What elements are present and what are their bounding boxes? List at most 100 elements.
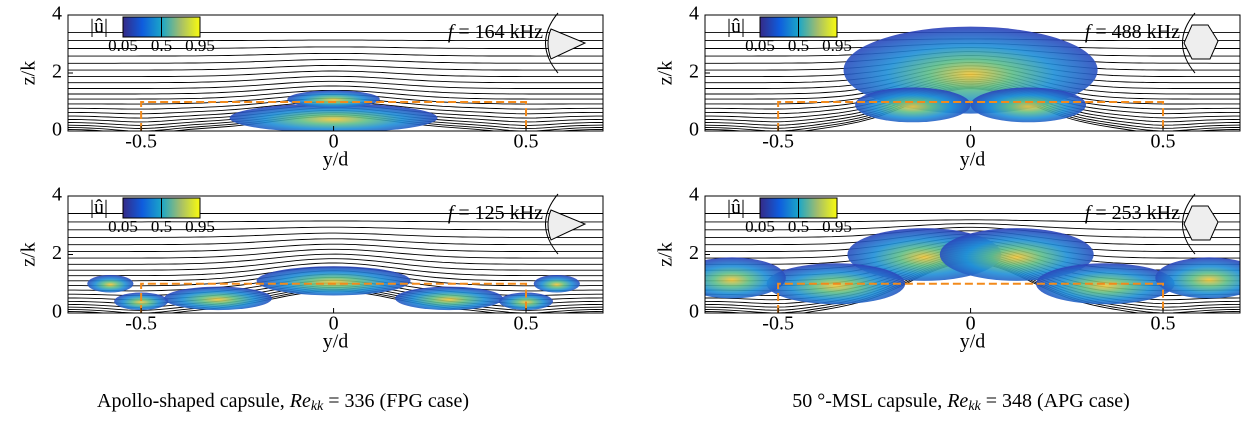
mode-shape [256, 266, 411, 296]
colorbar-label: |û| [90, 16, 108, 38]
x-tick-label: 0 [329, 131, 339, 153]
colorbar-tick-label: 0.95 [185, 36, 215, 55]
colorbar-tick-label: 0.5 [151, 36, 172, 55]
x-tick-label: -0.5 [762, 313, 794, 335]
annotation-symbol: f [1085, 202, 1093, 224]
streamline [68, 248, 603, 259]
plot-area [68, 213, 603, 313]
x-tick-label: 0 [966, 313, 976, 335]
x-axis-label: y/d [323, 331, 349, 353]
panel: -0.5 0 0.5 0 2 4 y/d z/k |û|0.05 0.5 0.95 f = 164 k… [18, 3, 604, 171]
streamline [68, 253, 603, 265]
caption-text: = 348 (APG case) [981, 390, 1130, 412]
y-tick-label: 0 [689, 301, 699, 323]
streamline [68, 89, 603, 100]
streamline [705, 230, 1240, 246]
y-tick-label: 4 [689, 184, 699, 206]
streamline [68, 52, 603, 57]
x-axis-label: y/d [960, 149, 986, 171]
caption-text: Apollo-shaped capsule, [97, 390, 290, 412]
y-axis-label: z/k [18, 242, 40, 266]
colorbar-tick-label: 0.95 [185, 217, 215, 236]
annotation-symbol: f [1085, 21, 1093, 43]
annotation-value: = 253 kHz [1090, 202, 1180, 224]
mode-shape [87, 274, 134, 293]
y-axis-label: z/k [655, 61, 677, 85]
colorbar-tick-label: 0.95 [822, 36, 852, 55]
streamline [68, 39, 603, 42]
mode-shape [939, 228, 1094, 281]
caption-text: 50 °-MSL capsule, [792, 390, 947, 412]
streamline [68, 64, 603, 71]
colorbar-label: |û| [90, 197, 108, 219]
annotation-value: = 164 kHz [453, 21, 543, 43]
colorbar-tick-label: 0.05 [108, 217, 138, 236]
x-tick-label: -0.5 [762, 131, 794, 153]
caption-subscript: kk [968, 399, 981, 414]
plot-area [705, 26, 1240, 131]
mode-shape [395, 286, 503, 311]
capsule-wake [1182, 12, 1196, 74]
colorbar-tick-label: 0.05 [745, 217, 775, 236]
mode-shape [1155, 257, 1240, 299]
caption-subscript: kk [311, 399, 324, 414]
roughness-outline [777, 282, 1165, 313]
streamline [68, 220, 603, 223]
colorbar-tick-label: 0.5 [788, 217, 809, 236]
frequency-annotation: f = 488 kHz [1085, 21, 1180, 43]
streamline [68, 80, 603, 89]
mode-shape [1036, 263, 1175, 305]
colorbar-tick-label: 0.95 [822, 217, 852, 236]
streamline [68, 238, 603, 246]
mode-shape [164, 286, 272, 311]
streamline [68, 59, 603, 64]
y-tick-label: 4 [52, 3, 62, 25]
x-axis-label: y/d [323, 149, 349, 171]
mode-shape [229, 103, 438, 131]
capsule-wake [545, 193, 559, 255]
capsule-wake [545, 12, 559, 74]
x-tick-label: -0.5 [125, 313, 157, 335]
x-tick-label: 0.5 [1151, 131, 1176, 153]
mode-shape [287, 90, 380, 108]
streamline [68, 70, 603, 78]
annotation-symbol: f [448, 21, 456, 43]
mode-shape [970, 87, 1087, 123]
roughness-outline [777, 101, 1165, 131]
annotation-symbol: f [448, 202, 456, 224]
y-tick-label: 2 [689, 61, 699, 83]
panel: -0.5 0 0.5 0 2 4 y/d z/k |û|0.05 0.5 0.95 f = 488 k… [655, 3, 1241, 171]
colorbar-label: |û| [727, 16, 745, 38]
y-tick-label: 2 [689, 242, 699, 264]
caption-symbol: Re [946, 390, 968, 412]
colorbar-tick-label: 0.5 [151, 217, 172, 236]
frequency-annotation: f = 164 kHz [448, 21, 543, 43]
y-tick-label: 4 [52, 184, 62, 206]
colorbar-tick-label: 0.05 [745, 36, 775, 55]
annotation-value: = 125 kHz [453, 202, 543, 224]
panel: -0.5 0 0.5 0 2 4 y/d z/k |û|0.05 0.5 0.95 f = 125 k… [18, 184, 604, 353]
caption-text: = 336 (FPG case) [323, 390, 469, 412]
caption-symbol: Re [289, 390, 311, 412]
y-tick-label: 0 [52, 301, 62, 323]
roughness-outline [140, 101, 528, 131]
plot-area [68, 31, 603, 131]
streamline [68, 85, 603, 95]
streamline [705, 219, 1240, 223]
capsule-wake [1182, 193, 1196, 255]
capsule-shape [547, 209, 587, 241]
streamline [68, 243, 603, 253]
y-tick-label: 0 [689, 119, 699, 141]
mode-shape [705, 257, 786, 299]
colorbar-tick-label: 0.05 [108, 36, 138, 55]
panel: -0.5 0 0.5 0 2 4 y/d z/k |û|0.05 0.5 0.95 f = 253 k… [655, 184, 1241, 353]
x-tick-label: 0.5 [514, 131, 539, 153]
plot-area [705, 213, 1240, 313]
mode-shape [114, 292, 169, 311]
y-tick-label: 2 [52, 61, 62, 83]
y-axis-label: z/k [655, 242, 677, 266]
x-tick-label: 0.5 [1151, 313, 1176, 335]
y-tick-label: 0 [52, 119, 62, 141]
